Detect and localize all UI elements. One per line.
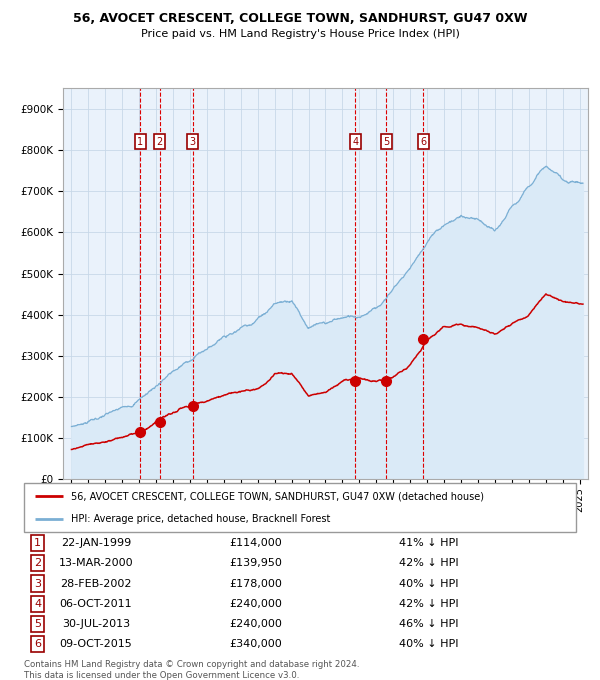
Text: 41% ↓ HPI: 41% ↓ HPI [400, 538, 459, 548]
Text: 09-OCT-2015: 09-OCT-2015 [59, 639, 132, 649]
Text: 2: 2 [157, 137, 163, 147]
Text: Contains HM Land Registry data © Crown copyright and database right 2024.: Contains HM Land Registry data © Crown c… [24, 660, 359, 668]
Text: This data is licensed under the Open Government Licence v3.0.: This data is licensed under the Open Gov… [24, 671, 299, 680]
Text: 3: 3 [34, 579, 41, 589]
Text: 5: 5 [34, 619, 41, 629]
Text: £139,950: £139,950 [229, 558, 282, 568]
Text: 13-MAR-2000: 13-MAR-2000 [58, 558, 133, 568]
Text: HPI: Average price, detached house, Bracknell Forest: HPI: Average price, detached house, Brac… [71, 513, 330, 524]
Text: 30-JUL-2013: 30-JUL-2013 [62, 619, 130, 629]
Text: 28-FEB-2002: 28-FEB-2002 [60, 579, 131, 589]
Text: 06-OCT-2011: 06-OCT-2011 [59, 598, 132, 609]
Text: 42% ↓ HPI: 42% ↓ HPI [400, 558, 459, 568]
Text: 3: 3 [190, 137, 196, 147]
Text: 2: 2 [34, 558, 41, 568]
Text: 4: 4 [352, 137, 359, 147]
Text: 6: 6 [34, 639, 41, 649]
Text: £340,000: £340,000 [229, 639, 282, 649]
Text: 1: 1 [34, 538, 41, 548]
Text: 42% ↓ HPI: 42% ↓ HPI [400, 598, 459, 609]
Text: 22-JAN-1999: 22-JAN-1999 [61, 538, 131, 548]
Text: 56, AVOCET CRESCENT, COLLEGE TOWN, SANDHURST, GU47 0XW: 56, AVOCET CRESCENT, COLLEGE TOWN, SANDH… [73, 12, 527, 24]
Text: 40% ↓ HPI: 40% ↓ HPI [400, 579, 459, 589]
Text: 56, AVOCET CRESCENT, COLLEGE TOWN, SANDHURST, GU47 0XW (detached house): 56, AVOCET CRESCENT, COLLEGE TOWN, SANDH… [71, 491, 484, 501]
Text: 1: 1 [137, 137, 143, 147]
Text: 6: 6 [420, 137, 426, 147]
Text: 46% ↓ HPI: 46% ↓ HPI [400, 619, 459, 629]
Text: £114,000: £114,000 [229, 538, 282, 548]
Text: 4: 4 [34, 598, 41, 609]
Text: 40% ↓ HPI: 40% ↓ HPI [400, 639, 459, 649]
Text: Price paid vs. HM Land Registry's House Price Index (HPI): Price paid vs. HM Land Registry's House … [140, 29, 460, 39]
Text: £240,000: £240,000 [229, 619, 282, 629]
FancyBboxPatch shape [24, 483, 576, 532]
Text: £178,000: £178,000 [229, 579, 282, 589]
Text: 5: 5 [383, 137, 389, 147]
Text: £240,000: £240,000 [229, 598, 282, 609]
